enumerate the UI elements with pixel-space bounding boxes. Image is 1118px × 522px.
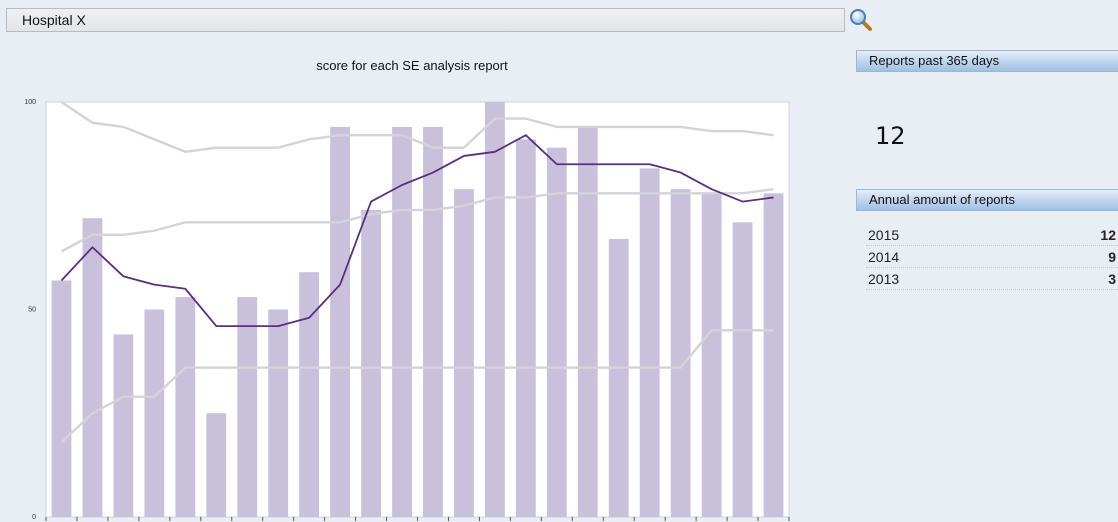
chart-bar [361, 209, 381, 517]
y-tick-label: 50 [28, 307, 36, 314]
annual-row-count: 3 [1108, 271, 1116, 287]
chart-bar [113, 334, 134, 517]
hospital-selector[interactable]: Hospital X [6, 8, 845, 32]
reports-count-value: 12 [875, 122, 906, 150]
chart-bar [732, 222, 753, 517]
chart-bar [51, 280, 72, 517]
chart-bar [763, 193, 784, 518]
chart-bar [484, 102, 505, 517]
chart-bar [670, 189, 691, 517]
chart-bar [515, 139, 536, 517]
annual-row-year: 2013 [868, 271, 900, 287]
chart-bar [299, 272, 320, 517]
chart-bar [546, 147, 567, 517]
score-chart: 0 50 100 [24, 99, 790, 521]
chart-bar [237, 297, 258, 517]
reports-past-365-header: Reports past 365 days [856, 50, 1118, 72]
series-line [60, 134, 774, 328]
chart-bar [577, 126, 598, 518]
annual-row-year: 2014 [868, 249, 900, 265]
chart-bar [175, 297, 196, 517]
chart-bar [639, 168, 660, 517]
search-icon[interactable] [848, 7, 876, 35]
chart-bar [82, 218, 103, 517]
chart-bar [268, 309, 289, 517]
annual-reports-header: Annual amount of reports [856, 189, 1118, 211]
chart-bar [608, 238, 629, 517]
y-tick-label: 0 [32, 514, 36, 521]
annual-row: 2013 3 [866, 268, 1118, 290]
chart-bar [392, 126, 412, 518]
chart-bar [454, 189, 474, 517]
annual-row-count: 12 [1100, 227, 1116, 243]
annual-row-count: 9 [1108, 249, 1116, 265]
series-line [60, 101, 774, 153]
series-line [60, 187, 774, 253]
chart-bar [144, 309, 165, 517]
chart-bar [206, 413, 227, 517]
chart-bar [701, 193, 722, 518]
chart-title: score for each SE analysis report [316, 58, 508, 73]
annual-reports-table: 2015 12 2014 9 2013 3 [866, 224, 1118, 290]
annual-row: 2014 9 [866, 246, 1118, 268]
chart-bar [330, 126, 351, 518]
chart-bar [423, 126, 443, 518]
annual-row-year: 2015 [868, 227, 900, 243]
annual-row: 2015 12 [866, 224, 1118, 246]
y-tick-label: 100 [24, 99, 36, 106]
series-line [60, 329, 774, 444]
